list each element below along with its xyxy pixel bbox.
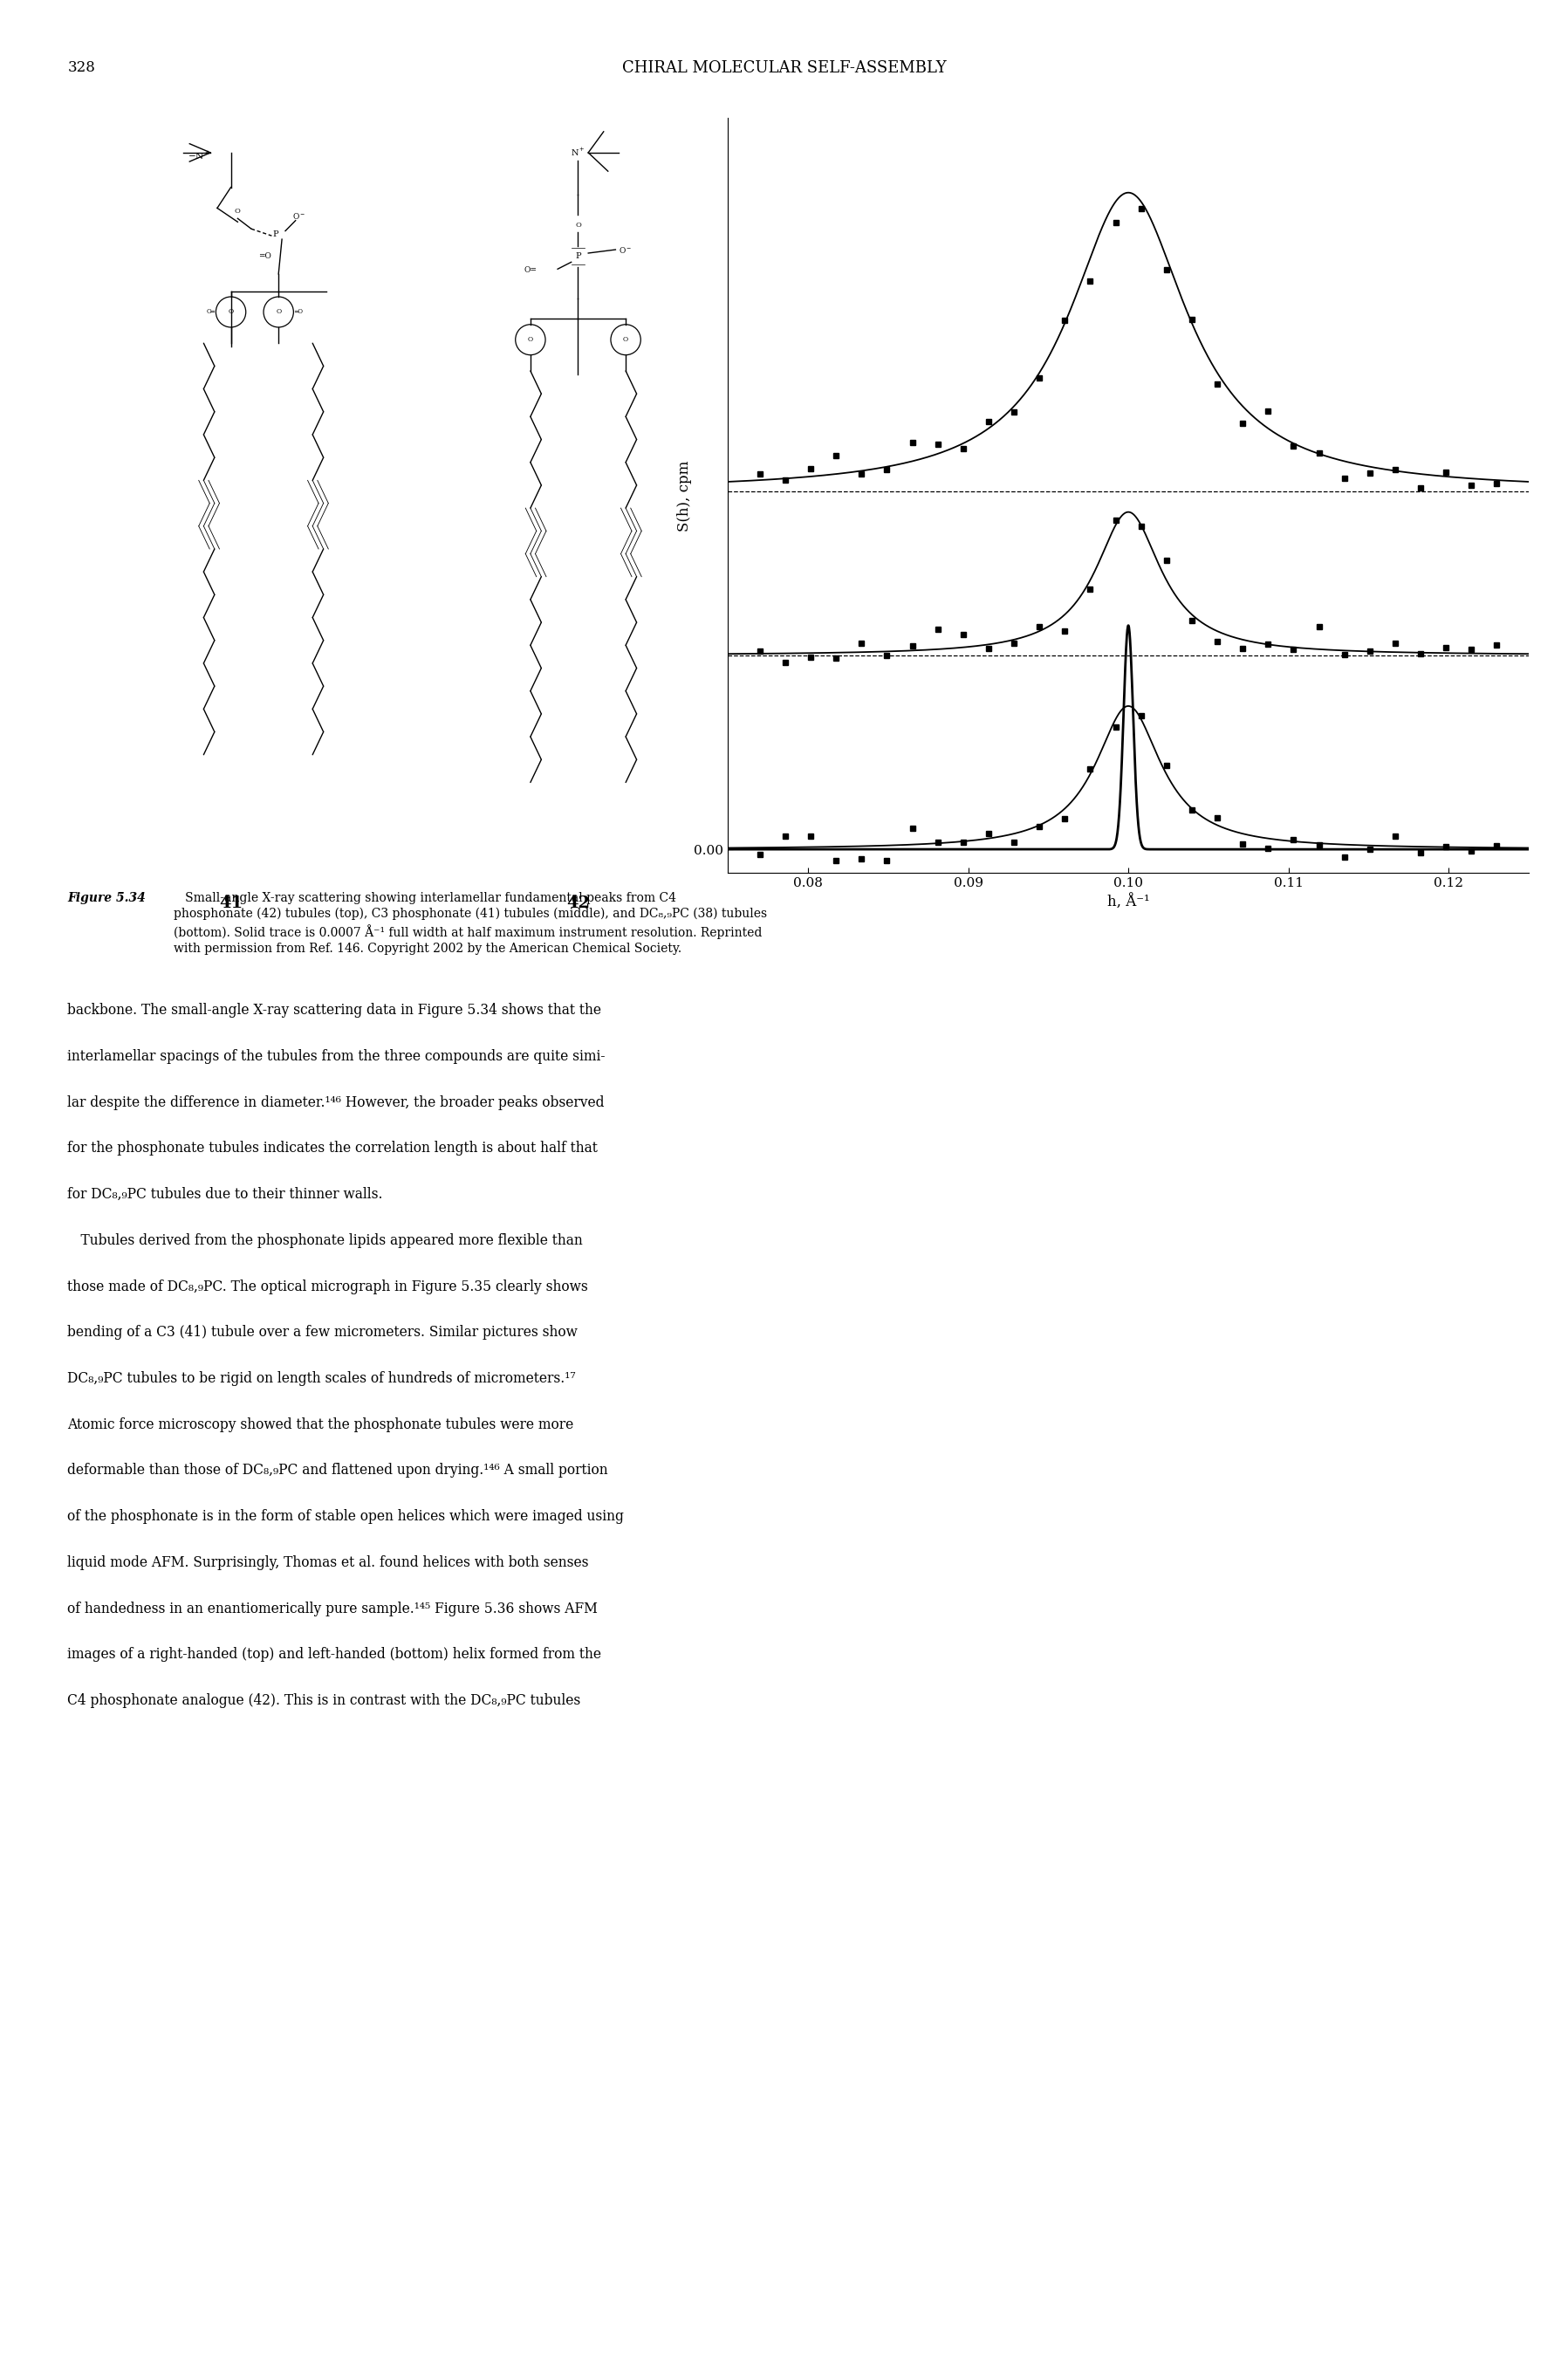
Text: =O: =O — [259, 253, 271, 260]
Text: O: O — [276, 309, 281, 316]
Text: of handedness in an enantiomerically pure sample.¹⁴⁵ Figure 5.36 shows AFM: of handedness in an enantiomerically pur… — [67, 1602, 597, 1617]
Text: Tubules derived from the phosphonate lipids appeared more flexible than: Tubules derived from the phosphonate lip… — [67, 1234, 583, 1248]
Text: P: P — [575, 253, 582, 260]
Text: for DC₈,₉PC tubules due to their thinner walls.: for DC₈,₉PC tubules due to their thinner… — [67, 1187, 383, 1201]
Text: ═O: ═O — [295, 309, 303, 316]
Text: Figure 5.34: Figure 5.34 — [67, 892, 146, 904]
Text: Atomic force microscopy showed that the phosphonate tubules were more: Atomic force microscopy showed that the … — [67, 1416, 574, 1433]
Text: O$^-$: O$^-$ — [292, 212, 306, 222]
Text: deformable than those of DC₈,₉PC and flattened upon drying.¹⁴⁶ A small portion: deformable than those of DC₈,₉PC and fla… — [67, 1463, 608, 1477]
Text: O$^-$: O$^-$ — [619, 245, 632, 255]
Text: lar despite the difference in diameter.¹⁴⁶ However, the broader peaks observed: lar despite the difference in diameter.¹… — [67, 1095, 605, 1109]
Text: those made of DC₈,₉PC. The optical micrograph in Figure 5.35 clearly shows: those made of DC₈,₉PC. The optical micro… — [67, 1279, 588, 1293]
Text: O: O — [622, 335, 629, 342]
Text: DC₈,₉PC tubules to be rigid on length scales of hundreds of micrometers.¹⁷: DC₈,₉PC tubules to be rigid on length sc… — [67, 1371, 575, 1385]
Text: liquid mode AFM. Surprisingly, Thomas et al. found helices with both senses: liquid mode AFM. Surprisingly, Thomas et… — [67, 1555, 588, 1569]
Text: images of a right-handed (top) and left-handed (bottom) helix formed from the: images of a right-handed (top) and left-… — [67, 1647, 602, 1661]
Text: O═: O═ — [205, 309, 215, 316]
Text: P: P — [273, 231, 278, 238]
Text: for the phosphonate tubules indicates the correlation length is about half that: for the phosphonate tubules indicates th… — [67, 1142, 597, 1156]
Text: of the phosphonate is in the form of stable open helices which were imaged using: of the phosphonate is in the form of sta… — [67, 1510, 624, 1525]
Text: N$^+$: N$^+$ — [571, 146, 585, 158]
Text: 41: 41 — [220, 894, 243, 911]
Text: $-$N$^+$: $-$N$^+$ — [187, 151, 210, 163]
Text: O=: O= — [524, 267, 538, 274]
Text: bending of a C3 (41) tubule over a few micrometers. Similar pictures show: bending of a C3 (41) tubule over a few m… — [67, 1326, 577, 1340]
Text: O: O — [229, 309, 234, 316]
Text: O: O — [235, 208, 240, 215]
Text: backbone. The small-angle X-ray scattering data in Figure 5.34 shows that the: backbone. The small-angle X-ray scatteri… — [67, 1003, 602, 1017]
X-axis label: h, Å⁻¹: h, Å⁻¹ — [1107, 894, 1149, 911]
Y-axis label: S(h), cpm: S(h), cpm — [677, 460, 691, 531]
Text: O: O — [575, 222, 582, 229]
Text: CHIRAL MOLECULAR SELF-ASSEMBLY: CHIRAL MOLECULAR SELF-ASSEMBLY — [622, 59, 946, 76]
Text: O: O — [528, 335, 533, 342]
Text: interlamellar spacings of the tubules from the three compounds are quite simi-: interlamellar spacings of the tubules fr… — [67, 1048, 605, 1064]
Text: 328: 328 — [67, 59, 96, 76]
Text: C4 phosphonate analogue (42). This is in contrast with the DC₈,₉PC tubules: C4 phosphonate analogue (42). This is in… — [67, 1694, 580, 1709]
Text: Small-angle X-ray scattering showing interlamellar fundamental peaks from C4
pho: Small-angle X-ray scattering showing int… — [174, 892, 767, 956]
Text: 42: 42 — [566, 894, 590, 911]
